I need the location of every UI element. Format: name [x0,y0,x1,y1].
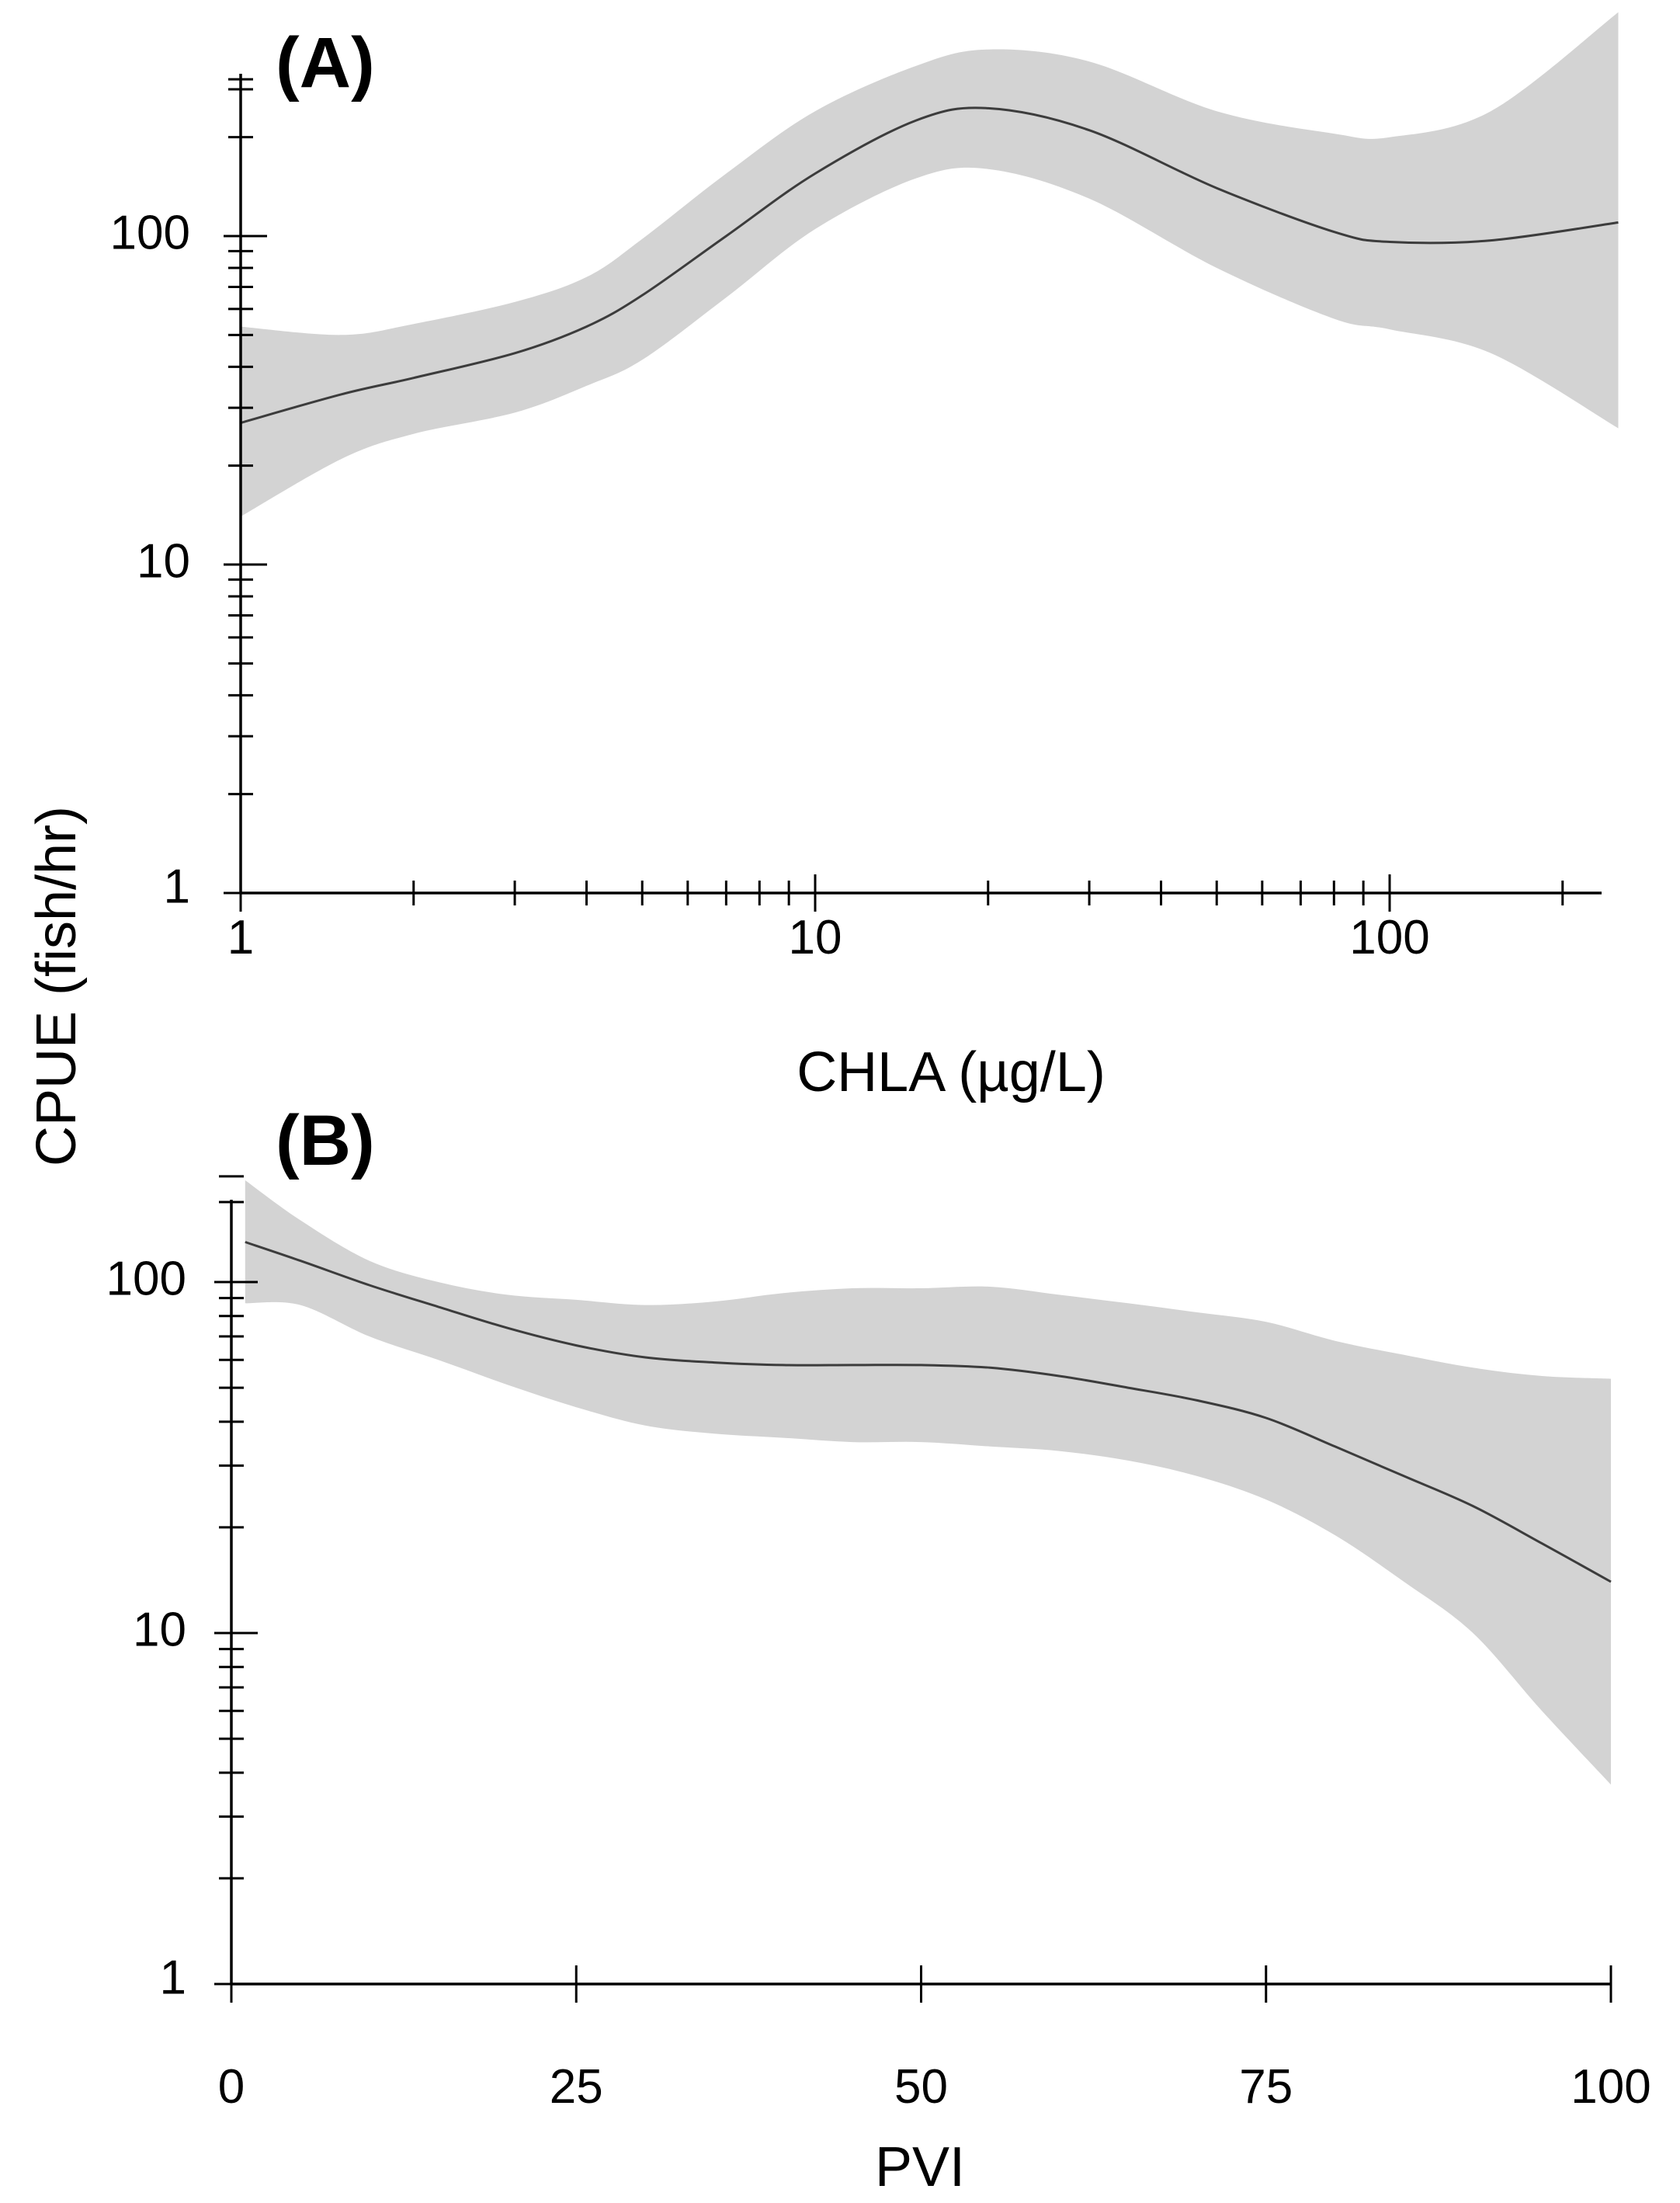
panel-b-x-tick-label-0: 0 [218,2060,245,2114]
panel-b-y-tick-label-100: 100 [106,1252,186,1305]
panel-a-y-tick-label-10: 10 [137,534,190,588]
panel-b-x-tick-label-25: 25 [550,2060,603,2114]
panel-b-chart: (B) 0 25 50 75 100 1 10 100 PVI [106,1101,1651,2198]
panel-b-fit-line [245,1241,1612,1583]
panel-b-confidence-band [245,1180,1611,1785]
panel-b-label: (B) [276,1101,375,1180]
panel-b-x-tick-label-100: 100 [1571,2060,1650,2114]
panel-a-x-tick-label-100: 100 [1349,911,1429,964]
panel-a-fit-line [240,106,1619,424]
panel-a-label: (A) [276,23,375,103]
panel-a-x-tick-label-10: 10 [789,911,842,964]
panel-b-x-axis-title: PVI [875,2136,965,2198]
panel-a-y-tick-label-100: 100 [110,206,190,259]
panel-a-y-tick-label-1: 1 [164,860,190,913]
panel-a-x-tick-label-1: 1 [227,911,254,964]
panel-a-ticks [224,78,1564,912]
panel-b-x-tick-label-50: 50 [894,2060,948,2114]
panel-b-ticks [214,1175,1612,2003]
panel-a-chart: (A) 1 10 100 1 10 100 CHLA (µg/L) [110,12,1619,1103]
panel-b-y-tick-label-10: 10 [133,1603,186,1656]
panel-a-confidence-band [241,12,1619,517]
panel-b-x-tick-label-75: 75 [1239,2060,1293,2114]
shared-y-axis-title: CPUE (fish/hr) [26,806,88,1166]
panel-a-x-axis-title: CHLA (µg/L) [797,1041,1106,1103]
panel-b-y-tick-label-1: 1 [160,1951,186,2004]
